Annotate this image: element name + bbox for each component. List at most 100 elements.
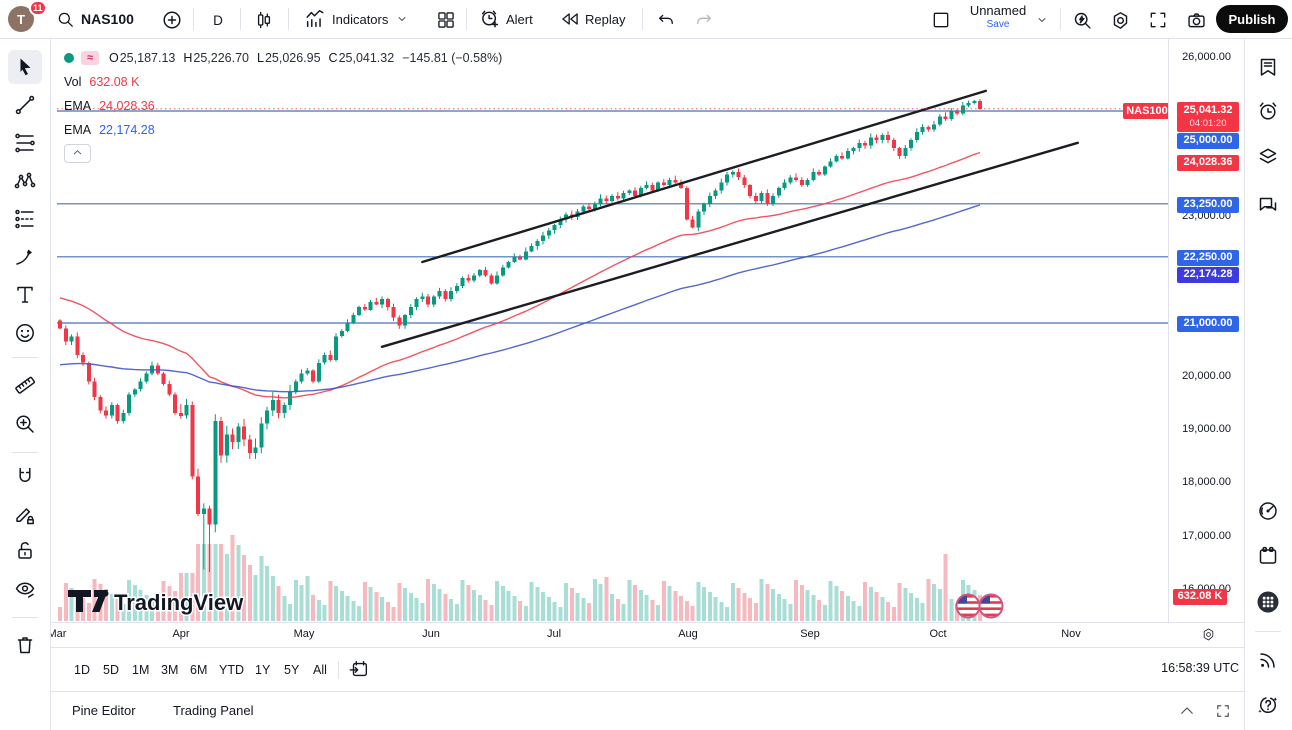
projection-button[interactable] bbox=[8, 202, 42, 236]
more-apps-button[interactable] bbox=[1251, 585, 1285, 619]
range-1m-button[interactable]: 1M bbox=[132, 663, 150, 677]
ruler-button[interactable] bbox=[8, 368, 42, 402]
fullscreen-button[interactable] bbox=[1145, 7, 1171, 33]
tradingview-watermark: TradingView bbox=[68, 589, 246, 617]
symbol-search-button[interactable]: NAS100 bbox=[52, 5, 162, 33]
chat-icon bbox=[1259, 197, 1277, 211]
time-axis-label: Apr bbox=[172, 628, 190, 640]
object-tree-button[interactable] bbox=[1251, 139, 1285, 173]
range-all-button[interactable]: All bbox=[313, 663, 327, 677]
legend-collapse-button[interactable] bbox=[64, 144, 91, 163]
chart-style-button[interactable] bbox=[250, 7, 278, 33]
panel-expand-button[interactable] bbox=[1178, 702, 1196, 725]
quick-search-button[interactable] bbox=[1069, 7, 1095, 33]
alerts-button[interactable] bbox=[1251, 94, 1285, 128]
screener-button[interactable] bbox=[1251, 494, 1285, 528]
pine-editor-tab[interactable]: Pine Editor bbox=[72, 703, 136, 718]
time-axis-label: Nov bbox=[1061, 628, 1081, 640]
timezone-clock[interactable]: 16:58:39 UTC bbox=[1161, 661, 1239, 675]
time-axis-label: Aug bbox=[678, 628, 698, 640]
lock-drawings-icon bbox=[18, 542, 32, 559]
low-label: L bbox=[256, 51, 264, 65]
layout-templates-button[interactable] bbox=[432, 7, 460, 33]
ema-slow-label: EMA bbox=[64, 123, 92, 137]
current-price-badge: 25,041.32 04:01:20 bbox=[1177, 102, 1239, 132]
layout-name-button[interactable]: Unnamed Save bbox=[962, 3, 1034, 30]
brush-button[interactable] bbox=[8, 240, 42, 274]
ema-slow-legend-row[interactable]: EMA 22,174.28 bbox=[64, 118, 510, 142]
chevron-down-icon bbox=[396, 13, 408, 25]
trading-panel-tab[interactable]: Trading Panel bbox=[173, 703, 254, 718]
time-axis[interactable]: Mar Apr May Jun Jul Aug Sep Oct Nov bbox=[48, 622, 1245, 648]
panel-maximize-button[interactable] bbox=[1214, 702, 1232, 725]
toolbar-divider bbox=[12, 617, 38, 618]
toolbar-divider bbox=[12, 357, 38, 358]
zoom-in-button[interactable] bbox=[8, 407, 42, 441]
snapshot-button[interactable] bbox=[1183, 7, 1209, 33]
layout-menu-chevron[interactable] bbox=[1034, 12, 1050, 28]
go-to-date-button[interactable] bbox=[348, 658, 370, 685]
drawing-mode-lock-button[interactable] bbox=[8, 497, 42, 531]
undo-icon bbox=[656, 10, 676, 30]
range-6m-button[interactable]: 6M bbox=[190, 663, 208, 677]
chat-button[interactable] bbox=[1251, 188, 1285, 222]
range-ytd-button[interactable]: YTD bbox=[219, 663, 244, 677]
range-5y-button[interactable]: 5Y bbox=[284, 663, 300, 677]
replay-icon bbox=[560, 9, 580, 29]
calendar-button[interactable] bbox=[1251, 539, 1285, 573]
lock-drawings-button[interactable] bbox=[8, 534, 42, 568]
drawing-toolbar bbox=[0, 38, 51, 730]
volume-legend-row[interactable]: Vol 632.08 K bbox=[64, 70, 510, 94]
layout-select-button[interactable] bbox=[928, 7, 954, 33]
add-symbol-button[interactable] bbox=[159, 7, 185, 33]
high-value: 25,226.70 bbox=[193, 51, 249, 65]
rangebar-divider bbox=[338, 661, 339, 679]
volume-label: Vol bbox=[64, 75, 82, 89]
axis-symbol-label: NAS100 bbox=[1123, 103, 1168, 119]
cursor-button[interactable] bbox=[8, 50, 42, 84]
series-status-dot bbox=[64, 53, 74, 63]
axis-settings-gear-icon[interactable] bbox=[1201, 627, 1216, 647]
horizontal-lines bbox=[57, 110, 1168, 324]
emoji-button[interactable] bbox=[8, 316, 42, 350]
redo-button[interactable] bbox=[691, 7, 717, 33]
xabcd-pattern-button[interactable] bbox=[8, 164, 42, 198]
price-axis-label: 26,000.00 bbox=[1182, 51, 1231, 63]
chevron-up-icon bbox=[72, 146, 83, 161]
fib-retracement-button[interactable] bbox=[8, 126, 42, 160]
range-5d-button[interactable]: 5D bbox=[103, 663, 119, 677]
range-1d-button[interactable]: 1D bbox=[74, 663, 90, 677]
text-button[interactable] bbox=[8, 278, 42, 312]
chart-canvas[interactable]: TradingView bbox=[50, 38, 1168, 622]
settings-button[interactable] bbox=[1107, 7, 1133, 33]
alert-button[interactable]: Alert bbox=[475, 5, 549, 33]
price-axis[interactable]: 26,000.00 23,000.00 20,000.00 19,000.00 18,0… bbox=[1168, 38, 1246, 622]
projection-icon bbox=[15, 209, 34, 229]
hide-drawings-button[interactable] bbox=[8, 572, 42, 606]
interval-button[interactable]: D bbox=[204, 7, 232, 33]
symbol-flag-logos bbox=[955, 593, 1004, 619]
chevron-down-icon bbox=[1036, 14, 1048, 26]
indicators-button[interactable]: Indicators bbox=[298, 5, 432, 33]
help-button[interactable] bbox=[1251, 688, 1285, 722]
avatar-letter: T bbox=[17, 11, 25, 27]
remove-drawings-button[interactable] bbox=[8, 628, 42, 662]
publish-button[interactable]: Publish bbox=[1216, 5, 1288, 33]
save-label[interactable]: Save bbox=[986, 19, 1010, 30]
watchlist-button[interactable] bbox=[1251, 50, 1285, 84]
trend-line-button[interactable] bbox=[8, 88, 42, 122]
range-1y-button[interactable]: 1Y bbox=[255, 663, 271, 677]
news-feed-button[interactable] bbox=[1251, 643, 1285, 677]
chart-legend: ≈ O 25,187.13 H 25,226.70 L 25,026.95 C … bbox=[64, 46, 510, 163]
right-sidebar-rail bbox=[1244, 38, 1292, 730]
symbol-name: NAS100 bbox=[81, 11, 134, 27]
replay-button[interactable]: Replay bbox=[556, 5, 640, 33]
layout-name: Unnamed bbox=[969, 3, 1027, 18]
low-value: 25,026.95 bbox=[264, 51, 321, 65]
symbol-legend-row[interactable]: ≈ O 25,187.13 H 25,226.70 L 25,026.95 C … bbox=[64, 46, 510, 70]
magnet-button[interactable] bbox=[8, 460, 42, 494]
range-3m-button[interactable]: 3M bbox=[161, 663, 179, 677]
undo-button[interactable] bbox=[653, 7, 679, 33]
indicators-label: Indicators bbox=[332, 11, 389, 27]
ema-fast-legend-row[interactable]: EMA 24,028.36 bbox=[64, 94, 510, 118]
